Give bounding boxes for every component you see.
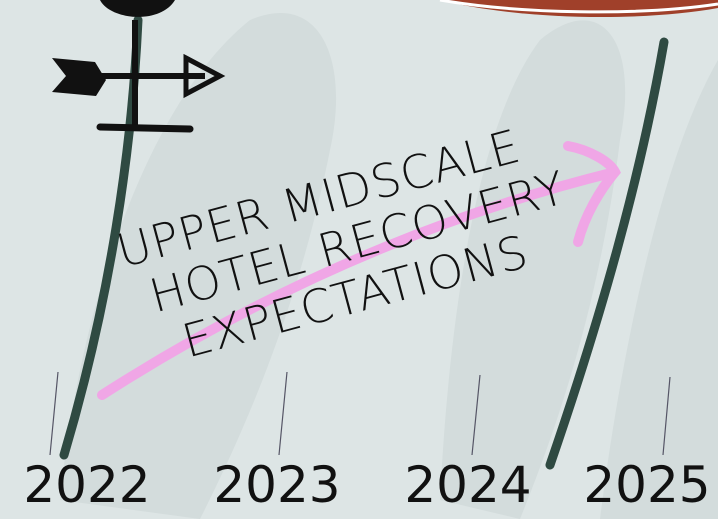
vane-arrow-head — [183, 53, 226, 99]
year-label: 2024 — [404, 456, 531, 514]
tick-stroke — [278, 371, 288, 456]
vane-top — [100, 0, 175, 17]
pink-arrow — [97, 141, 621, 400]
years: 2022 2023 2024 2025 — [23, 456, 710, 514]
tick-stroke — [49, 371, 59, 456]
brush-stroke — [60, 12, 337, 519]
arc-edge — [439, 0, 718, 14]
year-label: 2025 — [583, 456, 710, 514]
year-label: 2023 — [213, 456, 340, 514]
tick-stroke — [471, 374, 481, 456]
vane-base — [96, 123, 194, 133]
weather-vane — [52, 0, 226, 133]
arrow-head — [563, 141, 621, 247]
arrow-shaft — [97, 167, 620, 400]
tick-strokes — [49, 371, 671, 456]
year-label: 2022 — [23, 456, 150, 514]
arc — [440, 0, 718, 18]
pole — [545, 37, 669, 470]
tick-stroke — [662, 376, 671, 456]
brush-stroke — [600, 60, 718, 519]
vane-tail — [52, 58, 106, 96]
